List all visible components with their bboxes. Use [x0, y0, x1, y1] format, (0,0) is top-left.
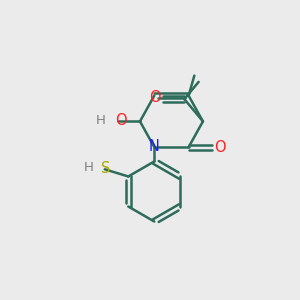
Text: O: O [214, 140, 225, 154]
Text: H: H [96, 114, 106, 127]
Text: O: O [115, 113, 126, 128]
Text: S: S [100, 161, 110, 176]
Text: H: H [84, 161, 94, 174]
Text: N: N [149, 139, 160, 154]
Text: O: O [149, 90, 161, 105]
